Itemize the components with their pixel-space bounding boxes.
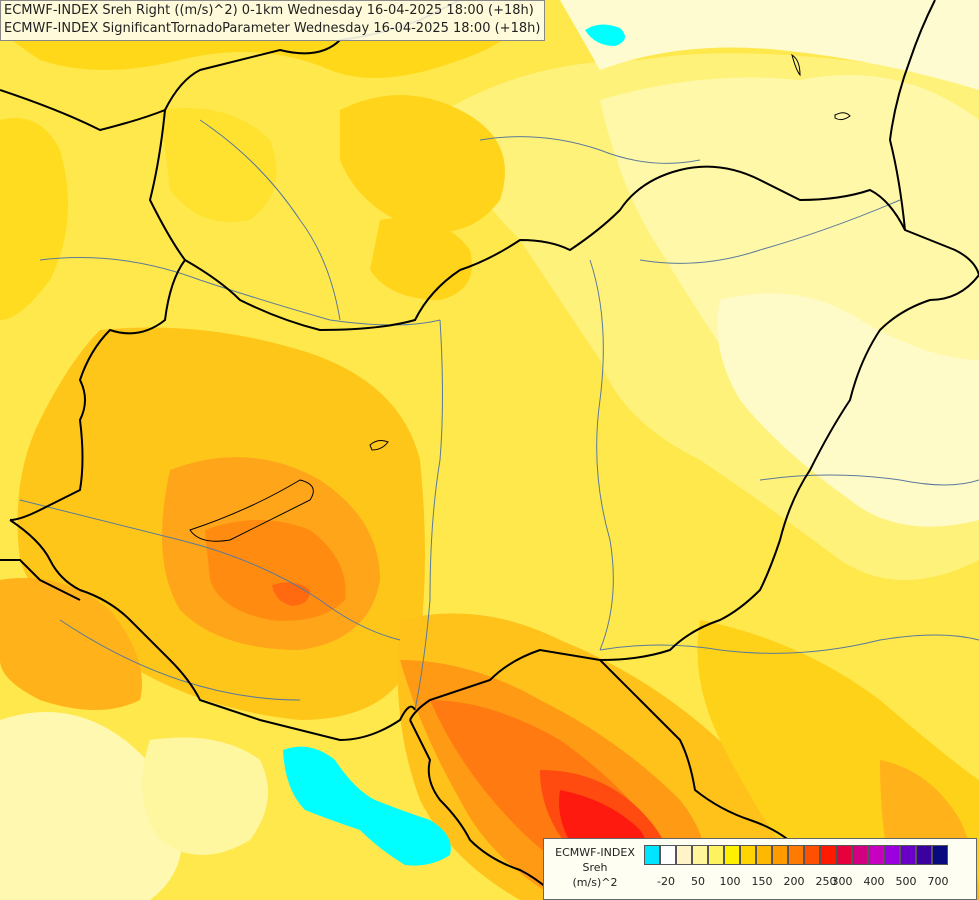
legend-tick-label: 400 [863, 875, 885, 888]
legend-tick-label: 700 [927, 875, 949, 888]
legend-swatch [772, 845, 788, 865]
small-lake-4 [791, 53, 801, 77]
legend-swatches [644, 845, 948, 865]
legend-title-line2: Sreh [582, 861, 608, 874]
legend-swatch [836, 845, 852, 865]
small-lake-2 [369, 440, 389, 451]
legend-swatch [676, 845, 692, 865]
legend-swatch [660, 845, 676, 865]
legend-tick-label: 50 [691, 875, 705, 888]
legend-swatch [644, 845, 660, 865]
legend-swatch [756, 845, 772, 865]
legend-tick-label: 150 [751, 875, 773, 888]
legend-tick-label: -20 [657, 875, 675, 888]
legend-swatch [900, 845, 916, 865]
map-title-line1: ECMWF-INDEX Sreh Right ((m/s)^2) 0-1km W… [4, 3, 534, 18]
legend-swatch [788, 845, 804, 865]
legend-swatch [724, 845, 740, 865]
legend-swatch [708, 845, 724, 865]
lake-north [585, 24, 625, 46]
color-legend: ECMWF-INDEX Sreh (m/s)^2 -20 50 100 150 200 2… [543, 838, 977, 900]
legend-ticks: -20 50 100 150 200 250 300 400 500 700 [644, 875, 974, 889]
lake-area [283, 746, 451, 866]
map-title-box: ECMWF-INDEX Sreh Right ((m/s)^2) 0-1km W… [0, 0, 546, 41]
legend-title-line1: ECMWF-INDEX [555, 846, 635, 859]
legend-swatch [820, 845, 836, 865]
legend-tick-label: 250 [815, 875, 837, 888]
legend-swatch [916, 845, 932, 865]
legend-swatch [804, 845, 820, 865]
small-lake [189, 479, 314, 542]
legend-swatch [692, 845, 708, 865]
legend-tick-label: 500 [895, 875, 917, 888]
legend-title-line3: (m/s)^2 [572, 876, 618, 889]
legend-title: ECMWF-INDEX Sreh (m/s)^2 [548, 845, 642, 890]
legend-tick-label: 300 [831, 875, 853, 888]
legend-tick-label: 100 [719, 875, 741, 888]
legend-swatch [884, 845, 900, 865]
small-lake-3 [834, 112, 851, 121]
legend-tick-label: 200 [783, 875, 805, 888]
map-title-line2: ECMWF-INDEX SignificantTornadoParameter … [4, 21, 541, 36]
legend-swatch [932, 845, 948, 865]
legend-swatch [868, 845, 884, 865]
legend-swatch [852, 845, 868, 865]
legend-swatch [740, 845, 756, 865]
